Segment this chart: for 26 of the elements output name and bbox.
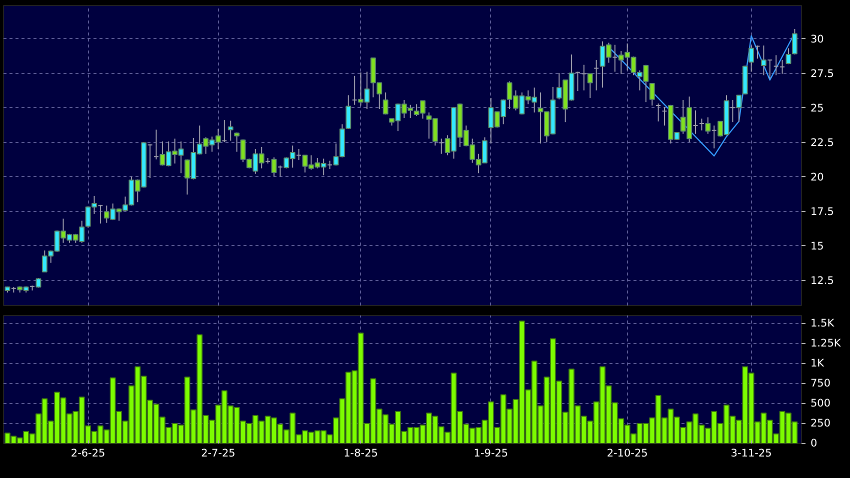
y-tick-label: 12.5 <box>810 275 834 288</box>
y-tick-label: 750 <box>810 378 831 390</box>
x-tick-label: 2-6-25 <box>70 448 106 460</box>
y-tick-label: 25 <box>810 102 824 115</box>
y-tick-label: 20 <box>810 172 824 184</box>
x-tick-label: 1-9-25 <box>474 448 508 460</box>
y-tick-label: 1K <box>810 358 826 370</box>
y-tick-label: 1.5K <box>810 318 836 330</box>
y-tick-label: 250 <box>810 418 831 430</box>
y-tick-label: 1.25K <box>810 338 842 350</box>
y-tick-label: 30 <box>810 34 824 46</box>
x-tick-label: 3-11-25 <box>730 448 772 460</box>
y-tick-label: 17.5 <box>810 206 834 218</box>
x-tick-label: 2-7-25 <box>201 448 236 460</box>
candlestick <box>382 92 388 116</box>
y-tick-label: 22.5 <box>810 137 834 150</box>
y-tick-label: 500 <box>810 398 831 410</box>
candlestick <box>228 120 234 142</box>
x-tick-label: 2-10-25 <box>606 448 648 460</box>
candlestick <box>649 82 655 106</box>
y-tick-label: 27.5 <box>810 68 834 80</box>
y-tick-label: 0 <box>810 438 818 450</box>
candlestick <box>748 45 754 72</box>
y-tick-label: 15 <box>810 240 824 253</box>
candlestick <box>234 132 240 152</box>
x-tick-label: 1-8-25 <box>344 448 378 460</box>
